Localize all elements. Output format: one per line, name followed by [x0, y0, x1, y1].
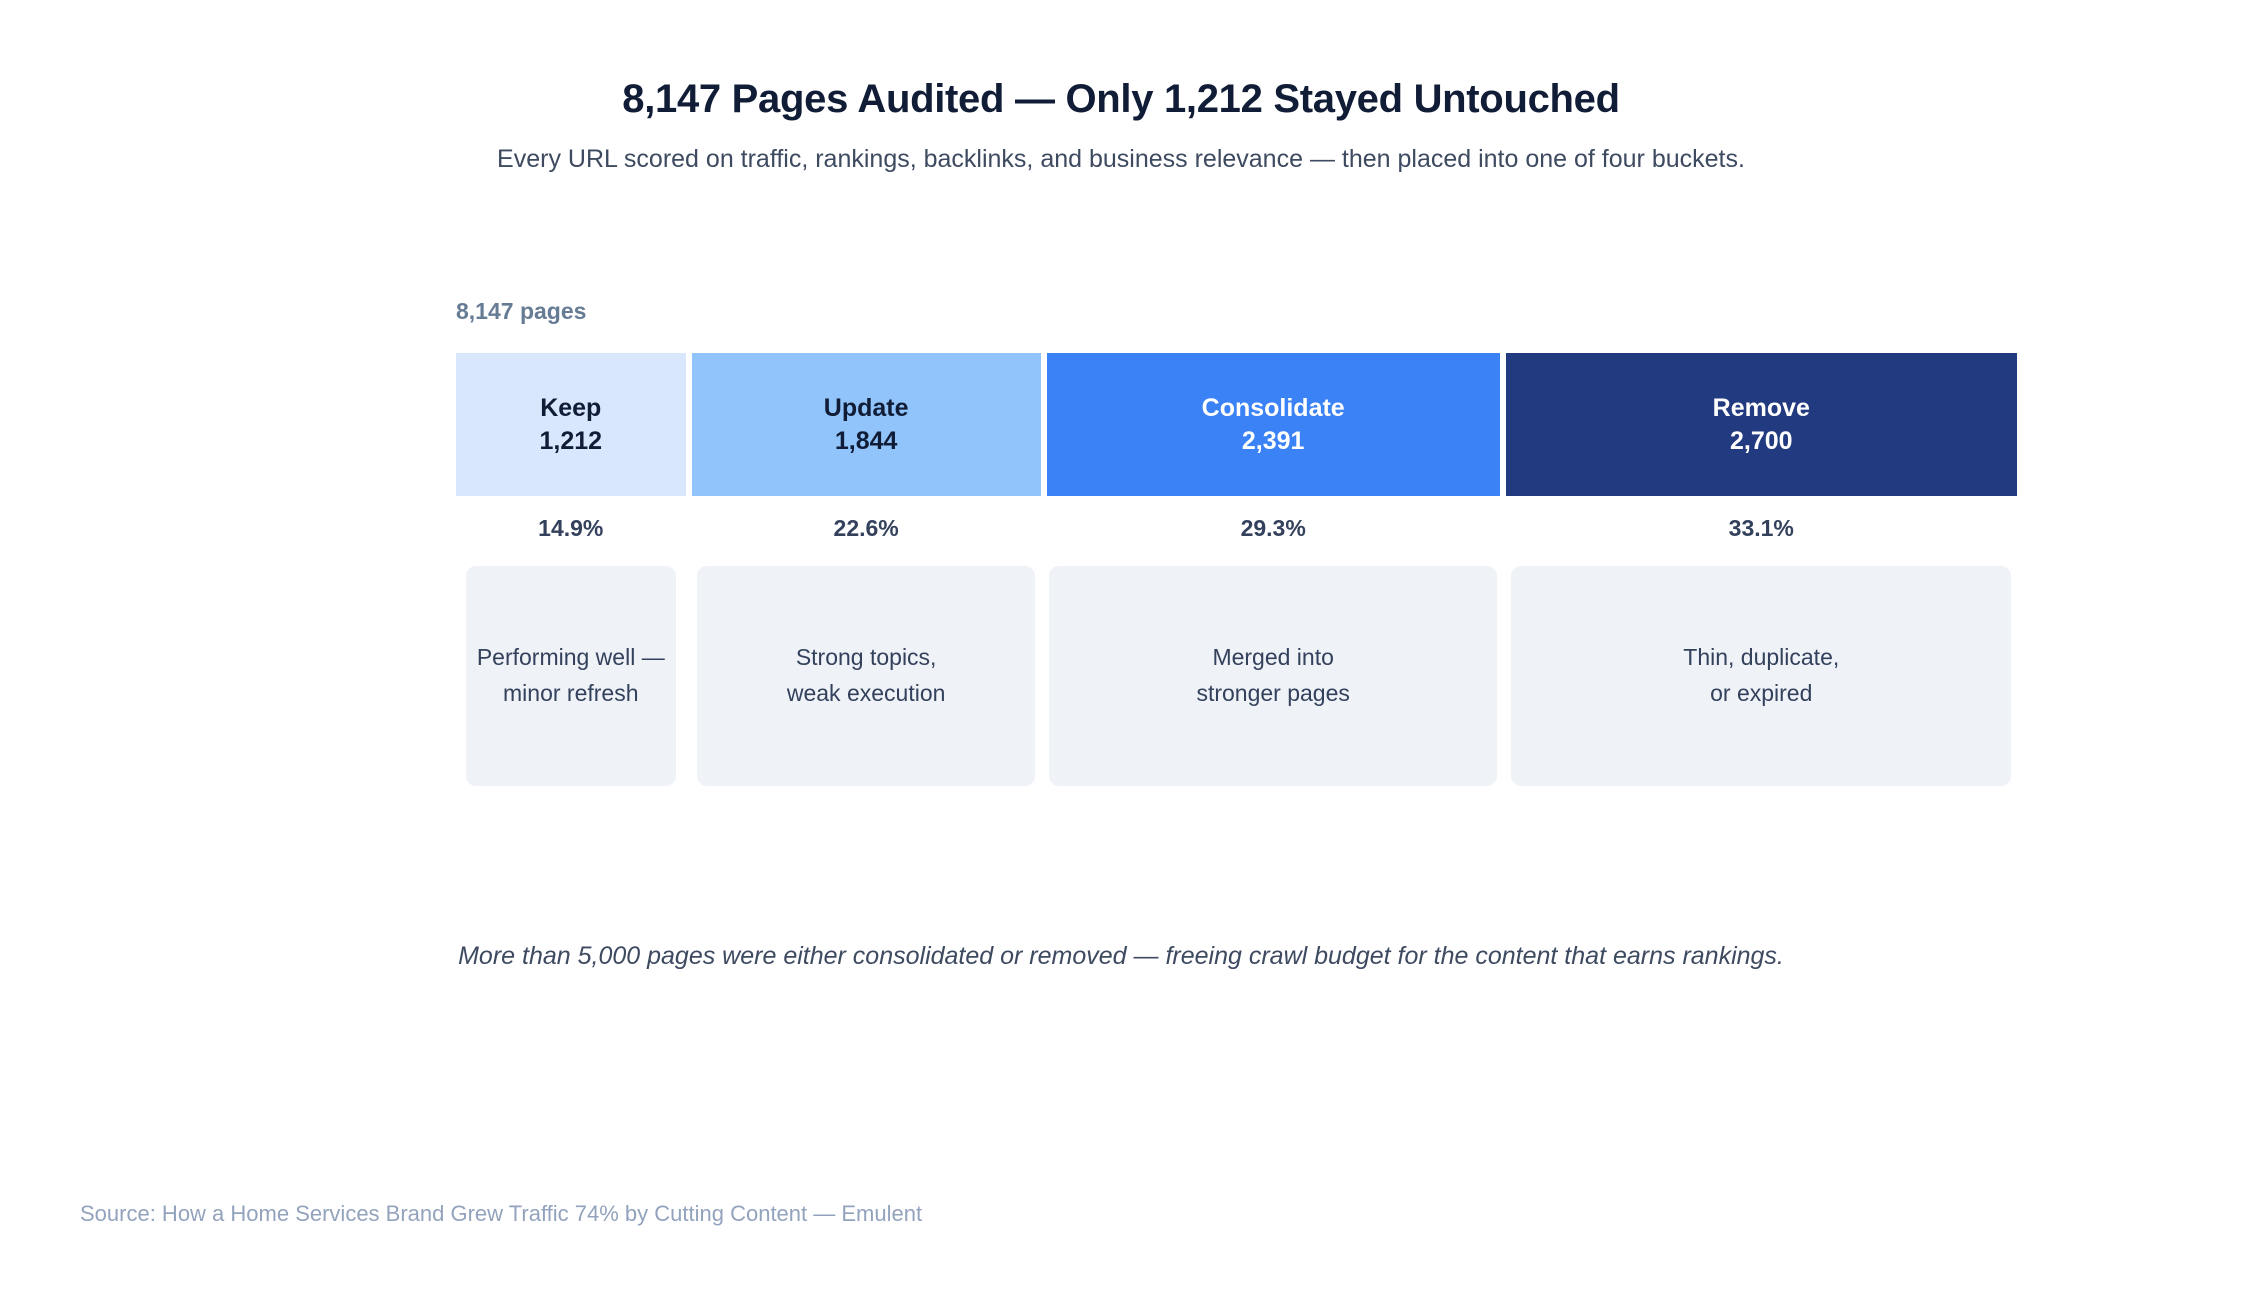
description-text: Performing well — minor refresh: [477, 640, 665, 711]
description-line-2: weak execution: [786, 680, 946, 706]
source-credit: Source: How a Home Services Brand Grew T…: [80, 1201, 923, 1226]
bar-segment-label: Remove: [1712, 393, 1810, 422]
description-box-keep: Performing well — minor refresh: [465, 566, 676, 786]
bar-segment-value: 2,700: [1729, 426, 1793, 455]
description-line-2: stronger pages: [1196, 680, 1350, 706]
description-cell-remove: Thin, duplicate, or expired: [1506, 566, 2017, 786]
description-line-2: or expired: [1710, 680, 1813, 706]
description-box-consolidate: Merged into stronger pages: [1049, 566, 1498, 786]
bar-segment-consolidate[interactable]: Consolidate 2,391: [1046, 353, 1500, 496]
percent-label-consolidate: 29.3%: [1240, 515, 1306, 541]
bar-segment-label: Keep: [540, 393, 602, 422]
description-line-1: Performing well —: [476, 644, 665, 671]
description-text: Merged into stronger pages: [1196, 640, 1349, 711]
description-text: Thin, duplicate, or expired: [1683, 640, 1839, 711]
description-cell-update: Strong topics, weak execution: [692, 566, 1041, 786]
percent-row: 14.9% 22.6% 29.3% 33.1%: [456, 517, 2017, 540]
description-box-update: Strong topics, weak execution: [697, 566, 1036, 786]
description-cell-keep: Performing well — minor refresh: [456, 566, 686, 786]
bar-segment-remove[interactable]: Remove 2,700: [1505, 353, 2017, 496]
page-subtitle: Every URL scored on traffic, rankings, b…: [497, 145, 1745, 173]
footnote-text: More than 5,000 pages were either consol…: [458, 942, 1784, 970]
description-cell-consolidate: Merged into stronger pages: [1047, 566, 1500, 786]
percent-label-update: 22.6%: [833, 515, 899, 541]
bar-segment-value: 1,844: [834, 426, 898, 455]
description-text: Strong topics, weak execution: [787, 640, 946, 711]
stacked-bar: Keep 1,212 Update 1,844 Consolidate 2,39…: [456, 353, 2017, 496]
bar-segment-label: Consolidate: [1201, 393, 1345, 422]
description-line-1: Merged into: [1212, 644, 1334, 671]
percent-label-remove: 33.1%: [1728, 515, 1794, 541]
bar-segment-value: 2,391: [1241, 426, 1305, 455]
description-line-1: Strong topics,: [795, 644, 937, 671]
bar-segment-value: 1,212: [539, 426, 603, 455]
bar-segment-label: Update: [823, 393, 909, 422]
description-row: Performing well — minor refresh Strong t…: [456, 566, 2017, 786]
description-box-remove: Thin, duplicate, or expired: [1511, 566, 2012, 786]
description-line-1: Thin, duplicate,: [1683, 644, 1840, 671]
chart-area: 8,147 pages Keep 1,212 Update 1,844 Cons…: [456, 300, 2017, 786]
bar-segment-update[interactable]: Update 1,844: [691, 353, 1041, 496]
total-pages-label: 8,147 pages: [456, 298, 587, 324]
percent-label-keep: 14.9%: [538, 515, 604, 541]
bar-segment-keep[interactable]: Keep 1,212: [456, 353, 686, 496]
description-line-2: minor refresh: [503, 680, 639, 706]
page-title: 8,147 Pages Audited — Only 1,212 Stayed …: [622, 77, 1620, 121]
